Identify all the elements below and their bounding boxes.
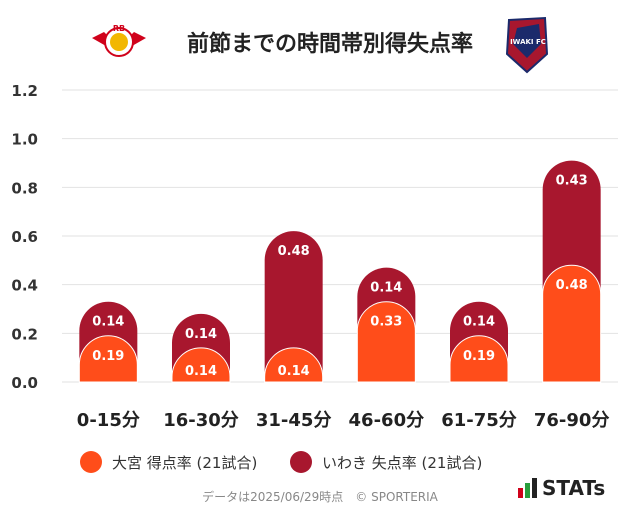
bar-value-label-iwaki: 0.14 xyxy=(185,327,217,342)
bar-omiya xyxy=(171,347,231,383)
bar-omiya xyxy=(449,335,509,383)
bar-value-label-iwaki: 0.14 xyxy=(92,315,124,330)
bar-omiya xyxy=(356,301,416,383)
legend-swatch-omiya xyxy=(80,451,102,473)
stats-logo: STATs xyxy=(518,476,606,500)
source-note: データは2025/06/29時点 © SPORTERIA xyxy=(202,490,438,504)
stats-icon xyxy=(518,478,537,498)
x-tick-label: 61-75分 xyxy=(441,410,517,431)
x-tick-label: 76-90分 xyxy=(534,410,610,431)
y-tick-label: 0.0 xyxy=(11,374,38,392)
legend-label-omiya: 大宮 得点率 (21試合) xyxy=(112,453,258,472)
rb-omiya-logo: RB xyxy=(88,20,150,68)
bar-value-label-omiya: 0.33 xyxy=(370,315,402,330)
bar-value-label-iwaki: 0.43 xyxy=(556,174,588,189)
svg-text:RB: RB xyxy=(113,24,125,33)
bar-value-label-omiya: 0.19 xyxy=(92,349,124,364)
bar-value-label-omiya: 0.19 xyxy=(463,349,495,364)
bar-omiya xyxy=(264,347,324,383)
legend-swatch-iwaki xyxy=(290,451,312,473)
x-tick-label: 16-30分 xyxy=(163,410,239,431)
legend: 大宮 得点率 (21試合) いわき 失点率 (21試合) xyxy=(80,450,560,474)
title-bar: RB 前節までの時間帯別得失点率 IWAKI FC xyxy=(0,14,641,74)
bars: 0.19 0.14 0.14 0.14 0.14 0.48 0.33 0.14 0.19 0.14… xyxy=(78,160,602,383)
y-tick-label: 0.2 xyxy=(11,325,38,343)
stats-brand: STATs xyxy=(542,476,606,500)
x-tick-label: 0-15分 xyxy=(77,410,140,431)
iwaki-fc-logo: IWAKI FC xyxy=(503,14,551,80)
x-tick-label: 31-45分 xyxy=(256,410,332,431)
bar-omiya xyxy=(78,335,138,383)
bar-value-label-iwaki: 0.14 xyxy=(370,281,402,296)
legend-item-omiya: 大宮 得点率 (21試合) xyxy=(80,450,257,474)
y-tick-label: 0.4 xyxy=(11,277,38,295)
grid-lines xyxy=(62,89,618,383)
x-tick-label: 46-60分 xyxy=(349,410,425,431)
svg-text:IWAKI FC: IWAKI FC xyxy=(510,38,546,46)
chart-title: 前節までの時間帯別得失点率 xyxy=(186,32,473,57)
legend-label-iwaki: いわき 失点率 (21試合) xyxy=(322,453,483,472)
y-tick-label: 1.0 xyxy=(11,131,38,149)
y-tick-label: 0.6 xyxy=(11,228,38,246)
legend-item-iwaki: いわき 失点率 (21試合) xyxy=(290,450,482,474)
y-tick-label: 1.2 xyxy=(11,82,38,100)
bar-value-label-iwaki: 0.48 xyxy=(278,244,310,259)
bar-value-label-iwaki: 0.14 xyxy=(463,315,495,330)
y-axis: 0.0 0.2 0.4 0.6 0.8 1.0 1.2 xyxy=(11,82,38,392)
bar-omiya xyxy=(542,264,602,383)
bar-iwaki xyxy=(264,231,323,382)
bar-value-label-omiya: 0.14 xyxy=(185,364,217,379)
bar-value-label-omiya: 0.14 xyxy=(278,364,310,379)
bar-value-label-omiya: 0.48 xyxy=(556,278,588,293)
x-axis: 0-15分 16-30分 31-45分 46-60分 61-75分 76-90分 xyxy=(77,410,610,431)
y-tick-label: 0.8 xyxy=(11,179,38,197)
